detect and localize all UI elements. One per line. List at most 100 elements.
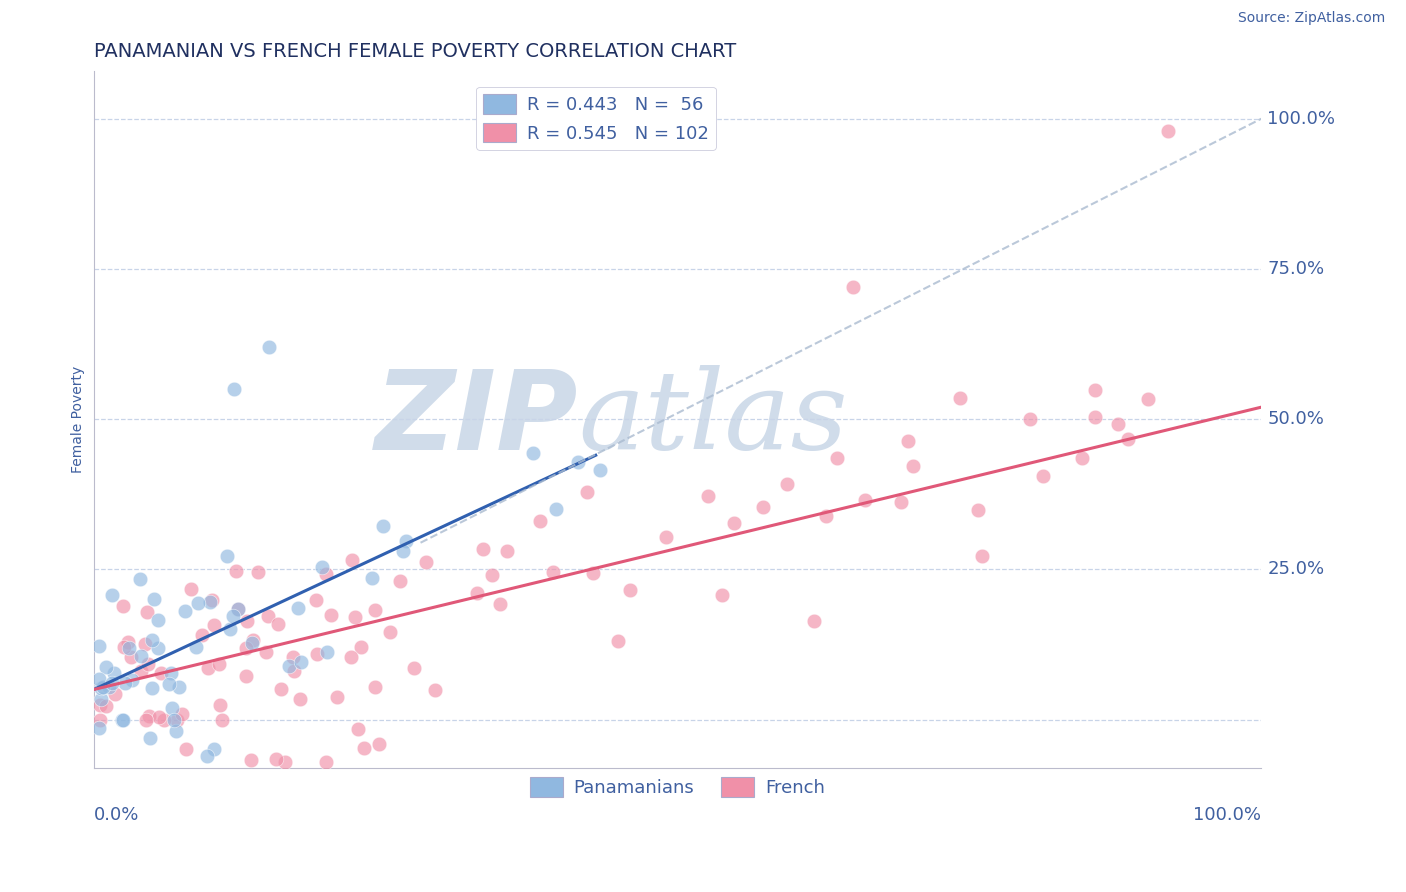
Point: [340, 552, 363, 566]
Point: [489, 597, 512, 611]
Point: [315, 755, 337, 769]
Point: [723, 516, 745, 531]
Point: [1032, 469, 1054, 483]
Point: [278, 659, 301, 673]
Point: [94, 660, 117, 674]
Point: [117, 635, 139, 649]
Point: [287, 601, 309, 615]
Point: [966, 502, 988, 516]
Point: [111, 713, 134, 727]
Point: [195, 748, 218, 763]
Point: [815, 508, 838, 523]
Point: [283, 664, 305, 678]
Point: [89, 672, 111, 686]
Point: [103, 665, 125, 680]
Point: [118, 640, 141, 655]
Point: [825, 450, 848, 465]
Text: 75.0%: 75.0%: [1267, 260, 1324, 278]
Point: [1071, 450, 1094, 465]
Y-axis label: Female Poverty: Female Poverty: [72, 366, 86, 473]
Point: [1018, 412, 1040, 426]
Point: [141, 681, 163, 695]
Point: [267, 617, 290, 632]
Point: [257, 340, 280, 354]
Point: [89, 722, 111, 736]
Point: [138, 709, 160, 723]
Point: [619, 582, 641, 597]
Point: [114, 640, 136, 654]
Point: [364, 680, 387, 694]
Point: [363, 603, 385, 617]
Point: [148, 710, 170, 724]
Point: [290, 655, 312, 669]
Text: 100.0%: 100.0%: [1194, 806, 1261, 824]
Point: [104, 687, 127, 701]
Point: [225, 564, 247, 578]
Point: [208, 698, 231, 712]
Point: [174, 742, 197, 756]
Point: [340, 650, 363, 665]
Point: [89, 713, 111, 727]
Point: [217, 549, 239, 563]
Point: [165, 723, 187, 738]
Point: [191, 628, 214, 642]
Point: [378, 624, 401, 639]
Point: [710, 588, 733, 602]
Point: [184, 640, 207, 654]
Point: [1084, 409, 1107, 424]
Point: [264, 752, 287, 766]
Point: [170, 707, 193, 722]
Point: [163, 713, 186, 727]
Point: [89, 698, 111, 712]
Point: [890, 495, 912, 509]
Point: [903, 458, 925, 473]
Point: [89, 639, 111, 653]
Point: [305, 592, 328, 607]
Point: [281, 649, 304, 664]
Point: [226, 601, 249, 615]
Point: [388, 574, 411, 588]
Point: [803, 614, 825, 628]
Point: [471, 542, 494, 557]
Point: [415, 555, 437, 569]
Point: [567, 455, 589, 469]
Point: [112, 599, 135, 613]
Text: 0.0%: 0.0%: [94, 806, 139, 824]
Point: [541, 565, 564, 579]
Point: [129, 649, 152, 664]
Point: [201, 593, 224, 607]
Point: [93, 680, 115, 694]
Point: [111, 713, 134, 727]
Point: [395, 533, 418, 548]
Point: [344, 610, 367, 624]
Point: [180, 582, 202, 597]
Point: [235, 669, 257, 683]
Point: [350, 640, 373, 655]
Point: [588, 463, 610, 477]
Point: [274, 755, 297, 769]
Point: [219, 622, 242, 636]
Point: [157, 676, 180, 690]
Point: [606, 633, 628, 648]
Point: [346, 722, 368, 736]
Text: PANAMANIAN VS FRENCH FEMALE POVERTY CORRELATION CHART: PANAMANIAN VS FRENCH FEMALE POVERTY CORR…: [94, 42, 735, 61]
Point: [371, 518, 394, 533]
Point: [368, 737, 391, 751]
Point: [166, 713, 188, 727]
Point: [288, 692, 311, 706]
Point: [315, 645, 337, 659]
Point: [1084, 383, 1107, 397]
Point: [134, 637, 156, 651]
Point: [326, 690, 349, 704]
Point: [242, 633, 264, 648]
Point: [174, 605, 197, 619]
Text: 100.0%: 100.0%: [1267, 110, 1336, 128]
Point: [90, 692, 112, 706]
Point: [853, 492, 876, 507]
Point: [841, 280, 863, 294]
Point: [242, 636, 264, 650]
Point: [270, 681, 292, 696]
Point: [1116, 432, 1139, 446]
Point: [254, 645, 277, 659]
Point: [897, 434, 920, 448]
